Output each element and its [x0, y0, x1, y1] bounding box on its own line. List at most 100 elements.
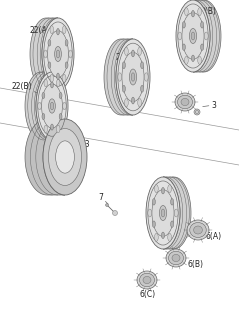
Ellipse shape	[125, 99, 128, 107]
Ellipse shape	[161, 209, 165, 217]
Ellipse shape	[63, 102, 66, 110]
Ellipse shape	[194, 226, 202, 234]
Polygon shape	[104, 39, 133, 115]
Text: 6(B): 6(B)	[185, 260, 204, 268]
Ellipse shape	[172, 254, 180, 262]
Ellipse shape	[44, 125, 48, 133]
Ellipse shape	[146, 177, 180, 249]
Text: 3: 3	[203, 100, 217, 109]
Text: 7: 7	[98, 193, 108, 204]
Ellipse shape	[141, 85, 144, 92]
Ellipse shape	[201, 22, 204, 28]
Ellipse shape	[182, 44, 185, 51]
Ellipse shape	[148, 209, 152, 217]
Ellipse shape	[162, 188, 164, 194]
Text: 6(C): 6(C)	[140, 287, 156, 299]
Polygon shape	[25, 72, 52, 140]
Ellipse shape	[62, 74, 66, 82]
Circle shape	[113, 211, 118, 215]
Ellipse shape	[191, 11, 195, 17]
Ellipse shape	[171, 199, 174, 205]
Text: 22(B): 22(B)	[12, 82, 43, 96]
Ellipse shape	[168, 185, 172, 193]
Ellipse shape	[131, 50, 135, 57]
Ellipse shape	[190, 28, 196, 44]
Ellipse shape	[191, 32, 195, 40]
Ellipse shape	[44, 50, 47, 58]
Ellipse shape	[59, 92, 62, 99]
Ellipse shape	[48, 40, 51, 46]
Ellipse shape	[168, 251, 184, 265]
Ellipse shape	[36, 72, 68, 140]
Ellipse shape	[138, 99, 141, 107]
Ellipse shape	[69, 50, 72, 58]
Ellipse shape	[198, 8, 201, 16]
Ellipse shape	[51, 124, 54, 130]
Ellipse shape	[49, 129, 81, 186]
Ellipse shape	[168, 233, 172, 241]
Ellipse shape	[55, 46, 61, 61]
Ellipse shape	[50, 26, 54, 34]
Ellipse shape	[50, 74, 54, 82]
Ellipse shape	[198, 56, 201, 64]
Text: 6(A): 6(A)	[205, 233, 222, 242]
Ellipse shape	[152, 189, 174, 236]
Ellipse shape	[65, 40, 68, 46]
Polygon shape	[25, 119, 65, 195]
Ellipse shape	[118, 73, 122, 81]
Text: 2(B): 2(B)	[198, 6, 216, 22]
Ellipse shape	[122, 52, 144, 102]
Ellipse shape	[48, 31, 68, 77]
Ellipse shape	[122, 62, 125, 69]
Polygon shape	[30, 18, 58, 90]
Ellipse shape	[174, 209, 178, 217]
Ellipse shape	[152, 221, 155, 228]
Ellipse shape	[50, 102, 54, 110]
Ellipse shape	[201, 44, 204, 51]
Ellipse shape	[178, 32, 182, 40]
Ellipse shape	[178, 95, 192, 109]
Ellipse shape	[140, 273, 154, 287]
Ellipse shape	[185, 56, 188, 64]
Ellipse shape	[43, 119, 87, 195]
Ellipse shape	[191, 55, 195, 61]
Ellipse shape	[122, 85, 125, 92]
Ellipse shape	[138, 47, 141, 55]
Ellipse shape	[62, 26, 66, 34]
Text: 22(A): 22(A)	[30, 26, 53, 40]
Ellipse shape	[162, 232, 164, 239]
Polygon shape	[193, 0, 221, 72]
Polygon shape	[163, 177, 191, 249]
Ellipse shape	[182, 22, 185, 28]
Ellipse shape	[44, 79, 48, 87]
Ellipse shape	[57, 28, 60, 35]
Ellipse shape	[42, 18, 74, 90]
Ellipse shape	[143, 276, 151, 284]
Text: 2(A): 2(A)	[115, 52, 131, 66]
Ellipse shape	[130, 69, 136, 85]
Ellipse shape	[166, 249, 186, 267]
Ellipse shape	[175, 93, 195, 111]
Ellipse shape	[176, 0, 210, 72]
Ellipse shape	[51, 82, 54, 88]
Ellipse shape	[42, 114, 45, 120]
Ellipse shape	[187, 220, 209, 240]
Ellipse shape	[131, 73, 135, 81]
Ellipse shape	[171, 221, 174, 228]
Ellipse shape	[57, 73, 60, 80]
Ellipse shape	[144, 73, 148, 81]
Ellipse shape	[42, 84, 62, 128]
Ellipse shape	[56, 125, 60, 133]
Ellipse shape	[137, 271, 157, 289]
Ellipse shape	[154, 233, 158, 241]
Text: 23: 23	[75, 140, 90, 149]
Circle shape	[194, 109, 200, 115]
Ellipse shape	[181, 99, 189, 106]
Ellipse shape	[182, 12, 204, 60]
Ellipse shape	[38, 102, 41, 110]
Ellipse shape	[125, 47, 128, 55]
Ellipse shape	[159, 205, 167, 220]
Ellipse shape	[48, 62, 51, 68]
Ellipse shape	[59, 114, 62, 120]
Ellipse shape	[204, 32, 208, 40]
